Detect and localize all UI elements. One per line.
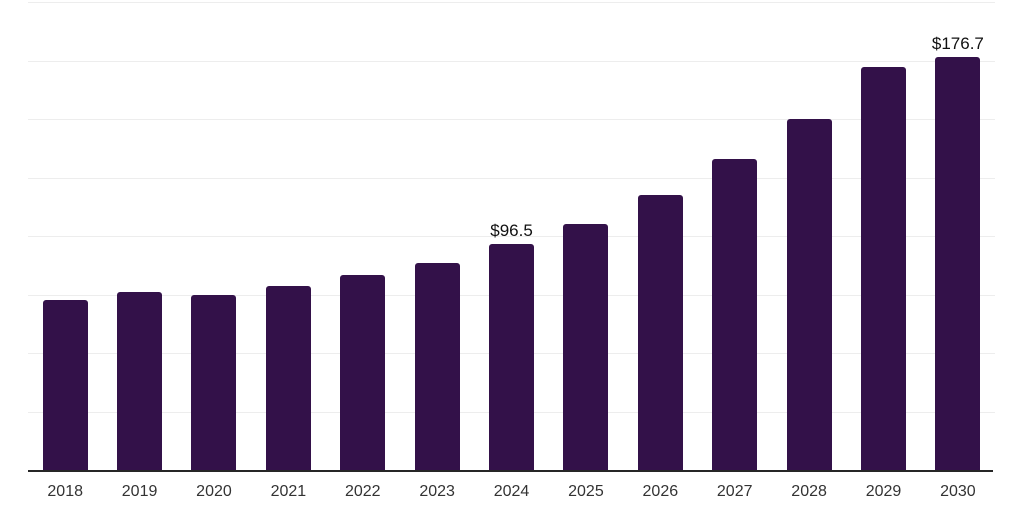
bar-2025[interactable]: [563, 224, 609, 470]
x-axis-label-2026: 2026: [642, 483, 679, 500]
gridline: [28, 119, 995, 120]
bar-2027[interactable]: [712, 159, 758, 470]
x-axis-label-2028: 2028: [791, 483, 827, 500]
x-axis-label-2019: 2019: [121, 483, 158, 500]
x-axis-line: [28, 470, 993, 472]
x-axis-label-2023: 2023: [419, 483, 455, 500]
bar-slot: [846, 2, 920, 470]
bar-slot: [400, 2, 474, 470]
bar-2019[interactable]: [117, 292, 163, 470]
bar-2028[interactable]: [786, 118, 832, 470]
x-axis-label-2021: 2021: [270, 483, 307, 500]
bar-2029[interactable]: [860, 66, 906, 470]
gridline: [28, 60, 995, 62]
bar-slot: $176.7: [921, 2, 995, 470]
bar-2022[interactable]: [340, 275, 386, 470]
x-axis-label-2024: 2024: [493, 483, 530, 500]
bar-2020[interactable]: [191, 294, 237, 470]
bar-slot: $96.5: [474, 2, 548, 470]
bar-2023[interactable]: [414, 263, 460, 470]
bar-2030[interactable]: $176.7: [932, 35, 984, 470]
bar-2021[interactable]: [265, 286, 311, 470]
bar-slot: [698, 2, 772, 470]
x-axis-label-2020: 2020: [196, 483, 232, 500]
x-axis-labels: 2018 2019 2020 2021 2022 2023 2024 2025 2026 2027…: [28, 482, 995, 502]
x-axis-label-2029: 2029: [865, 483, 902, 500]
bar-slot: [623, 2, 697, 470]
x-axis-label-2022: 2022: [344, 483, 381, 500]
x-axis-label-2027: 2027: [716, 483, 753, 500]
gridline: [28, 2, 995, 3]
bar-2018[interactable]: [42, 299, 88, 470]
bar-value-label-2030: $176.7: [931, 33, 984, 53]
bar-slot: [28, 2, 102, 470]
bar-2024[interactable]: $96.5: [489, 222, 535, 470]
bars-container: $96.5 $176.7: [28, 2, 995, 470]
bar-slot: [251, 2, 325, 470]
bar-value-label-2024: $96.5: [490, 221, 533, 241]
bar-slot: [326, 2, 400, 470]
bar-slot: [177, 2, 251, 470]
x-axis-label-2025: 2025: [568, 483, 604, 500]
bar-2026[interactable]: [637, 195, 683, 470]
x-axis-label-2030: 2030: [940, 483, 976, 500]
gridline: [28, 236, 995, 237]
bar-slot: [102, 2, 176, 470]
x-axis-label-2018: 2018: [47, 483, 83, 500]
bar-slot: [772, 2, 846, 470]
plot-area: $96.5 $176.7: [28, 2, 995, 472]
bar-slot: [549, 2, 623, 470]
gridline: [28, 177, 995, 179]
